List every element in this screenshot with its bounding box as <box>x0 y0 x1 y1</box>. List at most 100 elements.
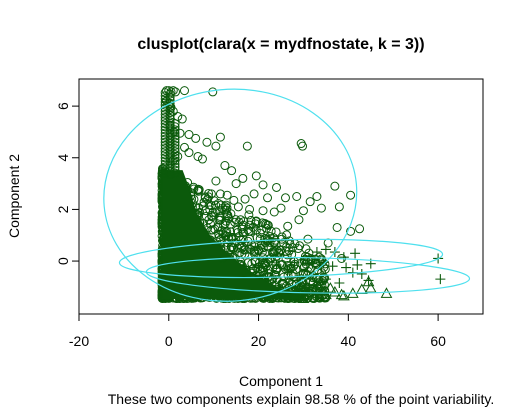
data-point <box>160 128 170 138</box>
dense-data-point <box>264 254 274 264</box>
data-point-circle <box>276 203 286 213</box>
data-point-circle <box>164 86 174 96</box>
data-point-circle <box>171 87 181 97</box>
data-point-circle <box>213 222 223 232</box>
data-point-triangle <box>324 282 337 293</box>
dense-data-point <box>311 273 321 283</box>
data-point-circle <box>184 148 194 158</box>
data-point <box>160 162 170 172</box>
data-point-circle <box>245 234 255 244</box>
data-point-circle <box>165 120 175 130</box>
dense-data-point <box>288 269 298 279</box>
data-point-circle <box>222 211 232 221</box>
data-point-circle <box>191 133 201 143</box>
data-point <box>170 168 180 178</box>
y-tick-label: 4 <box>55 154 71 162</box>
x-tick-label: 0 <box>165 333 173 349</box>
data-point-circle <box>162 86 172 96</box>
data-point <box>160 143 170 153</box>
data-point-circle <box>346 190 356 200</box>
data-point-plus <box>356 268 367 279</box>
data-point-circle <box>280 193 290 203</box>
dense-data-point <box>257 225 267 235</box>
data-point-circle <box>251 171 261 181</box>
data-point-circle <box>218 203 228 213</box>
data-point <box>170 131 180 141</box>
dense-data-point <box>266 226 276 236</box>
data-point-triangle <box>293 286 305 297</box>
data-point-circle <box>258 206 268 216</box>
dense-data-point <box>258 243 268 253</box>
data-point-circle <box>166 87 176 97</box>
data-point <box>170 140 180 150</box>
data-point-plus <box>311 247 322 258</box>
data-point-circle <box>334 202 344 212</box>
data-point <box>170 147 180 157</box>
data-point-circle <box>211 176 221 186</box>
data-point-circle <box>179 86 189 96</box>
data-point <box>160 122 170 132</box>
cluster-ellipse-2 <box>118 238 444 279</box>
data-point-circle <box>323 238 333 248</box>
data-point-plus <box>350 248 361 259</box>
data-point <box>170 128 180 138</box>
data-point-circle <box>227 242 237 252</box>
data-point <box>160 109 170 119</box>
data-point <box>160 159 170 169</box>
data-point-circle <box>298 141 308 151</box>
x-axis-label: Component 1 <box>239 373 323 389</box>
data-point <box>170 143 180 153</box>
data-point <box>160 140 170 150</box>
x-tick-label: 60 <box>430 333 446 349</box>
data-point-circle <box>294 215 304 225</box>
data-point <box>160 153 170 163</box>
dense-data-point <box>244 210 254 220</box>
data-point-circle <box>211 141 221 151</box>
y-tick-label: 0 <box>55 257 71 265</box>
data-point-plus <box>334 278 345 289</box>
data-point-triangle <box>337 289 350 301</box>
data-point-circle <box>227 166 237 176</box>
data-point <box>170 134 180 144</box>
dense-data-point <box>263 220 273 230</box>
dense-data-point <box>189 182 199 192</box>
dense-data-point <box>299 262 309 272</box>
data-point <box>170 165 180 175</box>
data-point-circle <box>247 259 257 269</box>
y-tick-label: 6 <box>55 102 71 110</box>
dense-data-point <box>257 218 267 228</box>
data-point-circle <box>208 87 218 97</box>
data-point-circle <box>175 128 185 138</box>
data-point-circle <box>202 137 212 147</box>
dense-data-point <box>255 264 265 274</box>
data-point-plus <box>327 261 338 272</box>
data-point-triangle <box>288 288 301 300</box>
dense-data-point <box>278 278 288 288</box>
data-point-circle <box>355 224 365 234</box>
data-point-triangle <box>364 282 377 293</box>
plot-frame <box>78 78 484 315</box>
data-point-circle <box>298 206 308 216</box>
data-point-circle <box>316 203 326 213</box>
x-axis: -20 0 20 40 60 <box>69 314 446 349</box>
data-point-circle <box>179 142 189 152</box>
data-point <box>160 116 170 126</box>
data-point-circle <box>346 226 356 236</box>
dense-data-point <box>301 244 311 254</box>
data-point-circle <box>168 106 178 116</box>
ellipse-layer <box>103 88 471 302</box>
data-point-circle <box>193 151 203 161</box>
data-point-circle <box>272 182 282 192</box>
data-point-circle <box>215 189 225 199</box>
dense-data-point <box>216 226 226 236</box>
data-point-circle <box>280 264 290 274</box>
chart-title: clusplot(clara(x = mydfnostate, k = 3)) <box>137 36 424 53</box>
data-point-plus <box>341 262 352 273</box>
dense-data-point <box>235 247 245 257</box>
data-point-circle <box>249 189 259 199</box>
dense-data-point <box>225 219 235 229</box>
data-point-circle <box>238 173 248 183</box>
dense-data-point <box>246 215 256 225</box>
chart-subtitle: These two components explain 98.58 % of … <box>108 391 495 407</box>
